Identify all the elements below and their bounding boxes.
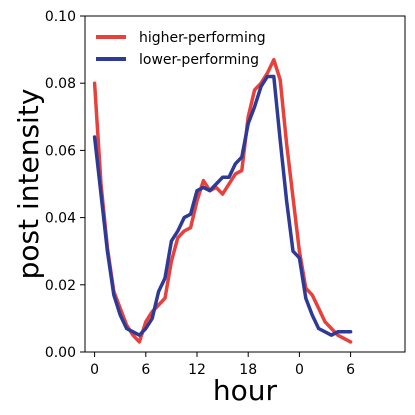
x-tick-label: 6: [346, 362, 355, 378]
legend-label-lower-performing: lower-performing: [139, 52, 259, 68]
y-axis: 0.00 0.02 0.04 0.06 0.08 0.10: [45, 9, 85, 361]
legend: higher-performing lower-performing: [96, 30, 266, 68]
x-axis: 0 6 12 18 0 6: [90, 352, 355, 378]
y-tick-label: 0.06: [45, 143, 76, 159]
plot-frame: [84, 15, 406, 353]
x-tick-label: 18: [239, 362, 257, 378]
x-tick-label: 6: [141, 362, 150, 378]
y-tick-label: 0.04: [45, 211, 76, 227]
x-axis-title: hour: [213, 374, 278, 407]
legend-label-higher-performing: higher-performing: [139, 30, 266, 46]
y-axis-title: post intensity: [12, 89, 45, 280]
x-tick-label: 12: [188, 362, 206, 378]
y-tick-label: 0.10: [45, 9, 76, 25]
x-tick-label: 0: [90, 362, 99, 378]
series-layer: [92, 57, 353, 344]
series-line-lower-performing: [92, 74, 353, 337]
x-tick-label: 0: [295, 362, 304, 378]
y-tick-label: 0.02: [45, 278, 76, 294]
y-tick-label: 0.08: [45, 76, 76, 92]
series-line-higher-performing: [92, 57, 353, 344]
y-tick-label: 0.00: [45, 345, 76, 361]
